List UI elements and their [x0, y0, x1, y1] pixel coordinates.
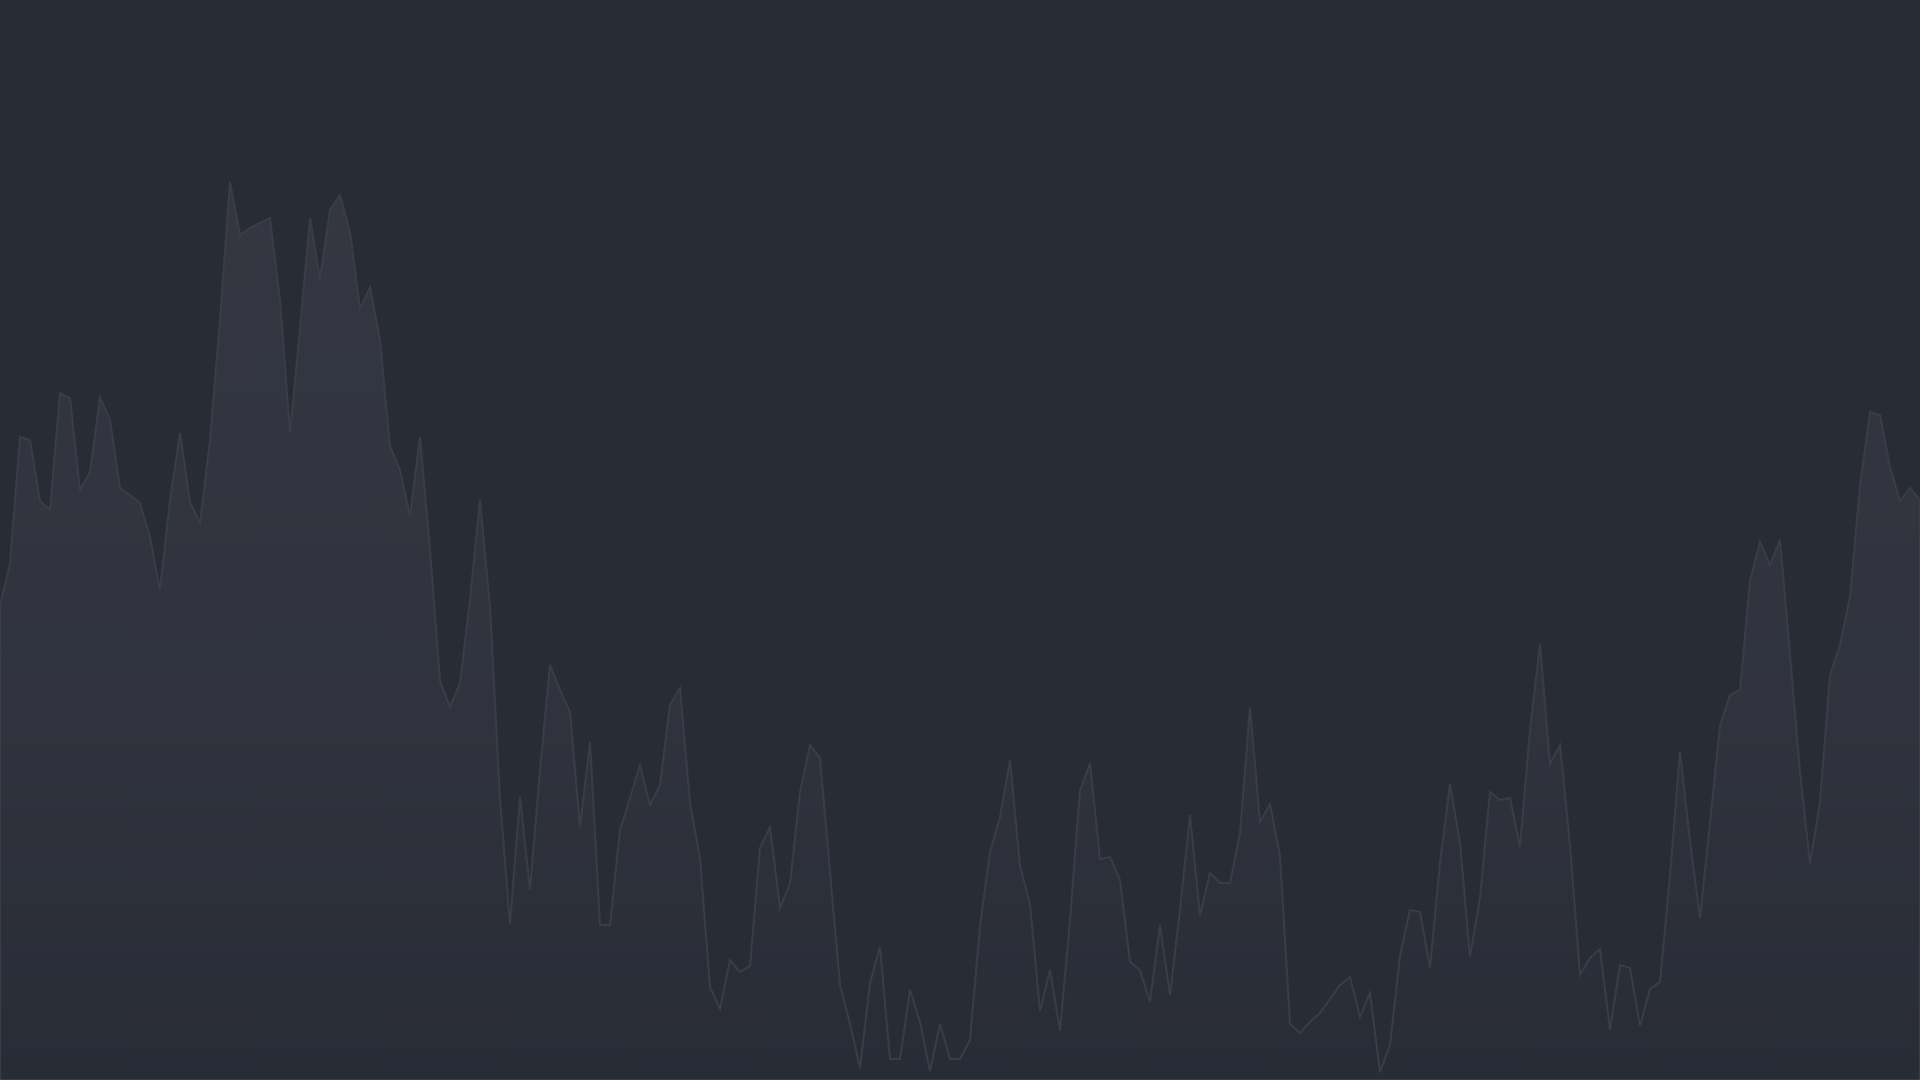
waveform-area — [0, 181, 1920, 1080]
